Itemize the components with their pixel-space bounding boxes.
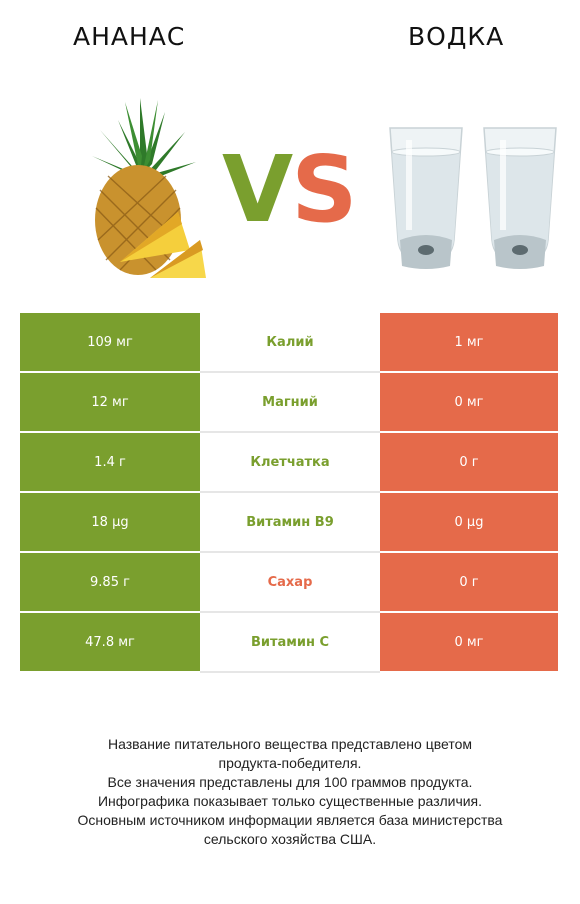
- footer-line: Название питательного вещества представл…: [107, 736, 473, 752]
- nutrient-name: Сахар: [200, 553, 380, 613]
- left-value: 12 мг: [20, 373, 200, 433]
- right-value: 0 µg: [380, 493, 558, 553]
- vs-v: V: [222, 136, 293, 243]
- nutrient-name: Магний: [200, 373, 380, 433]
- table-row: 47.8 мг Витамин C 0 мг: [20, 613, 558, 673]
- nutrient-name: Витамин B9: [200, 493, 380, 553]
- comparison-table: 109 мг Калий 1 мг 12 мг Магний 0 мг 1.4 …: [20, 313, 558, 673]
- right-product-title: ВОДКА: [408, 22, 505, 51]
- nutrient-name: Калий: [200, 313, 380, 373]
- right-value: 0 г: [380, 553, 558, 613]
- table-row: 109 мг Калий 1 мг: [20, 313, 558, 373]
- vs-s: S: [291, 136, 357, 243]
- table-row: 1.4 г Клетчатка 0 г: [20, 433, 558, 493]
- vodka-glasses-illustration: [389, 127, 557, 269]
- left-value: 18 µg: [20, 493, 200, 553]
- nutrient-name: Клетчатка: [200, 433, 380, 493]
- right-value: 1 мг: [380, 313, 558, 373]
- right-value: 0 мг: [380, 613, 558, 673]
- footer-line: Основным источником информации является …: [77, 812, 503, 828]
- table-row: 12 мг Магний 0 мг: [20, 373, 558, 433]
- left-value: 9.85 г: [20, 553, 200, 613]
- footer-line: сельского хозяйства США.: [203, 831, 377, 847]
- hero-illustrations: [92, 98, 557, 278]
- footer-line: Все значения представлены для 100 граммо…: [107, 774, 473, 790]
- footer-notes: Название питательного вещества представл…: [10, 735, 570, 849]
- table-row: 9.85 г Сахар 0 г: [20, 553, 558, 613]
- right-value: 0 г: [380, 433, 558, 493]
- nutrient-name: Витамин C: [200, 613, 380, 673]
- vs-label: VS: [222, 136, 357, 243]
- left-value: 109 мг: [20, 313, 200, 373]
- left-product-title: АНАНАС: [73, 22, 186, 51]
- footer-line: продукта-победителя.: [218, 755, 362, 771]
- left-value: 47.8 мг: [20, 613, 200, 673]
- table-row: 18 µg Витамин B9 0 µg: [20, 493, 558, 553]
- right-value: 0 мг: [380, 373, 558, 433]
- footer-line: Инфографика показывает только существенн…: [97, 793, 483, 809]
- pineapple-illustration: [92, 98, 206, 278]
- left-value: 1.4 г: [20, 433, 200, 493]
